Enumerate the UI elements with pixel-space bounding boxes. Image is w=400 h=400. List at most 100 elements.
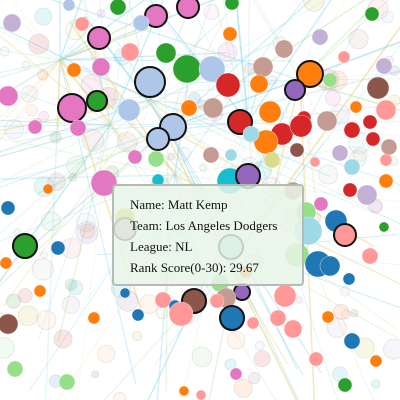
player-node — [361, 247, 379, 265]
link-line — [0, 59, 61, 119]
player-node — [90, 169, 118, 197]
faint-node — [76, 212, 96, 233]
player-node — [296, 60, 324, 88]
link-line — [15, 124, 111, 142]
player-node — [378, 221, 390, 233]
player-node — [224, 148, 238, 162]
player-node — [27, 119, 43, 135]
player-node — [66, 62, 82, 78]
player-node — [366, 76, 390, 100]
faint-node — [233, 378, 253, 398]
player-node — [119, 287, 131, 299]
link-line — [247, 0, 332, 123]
faint-node — [36, 310, 57, 331]
player-node — [311, 28, 329, 46]
link-line — [0, 49, 61, 61]
faint-node — [96, 9, 106, 18]
link-line — [0, 124, 111, 153]
faint-node — [203, 4, 220, 20]
link-line — [59, 59, 209, 196]
player-node — [246, 316, 260, 330]
player-node — [249, 74, 269, 94]
faint-node — [64, 278, 77, 291]
faint-node — [191, 346, 213, 368]
player-node — [308, 351, 324, 367]
player-node — [343, 332, 361, 350]
faint-node — [224, 358, 237, 371]
player-node — [176, 0, 200, 19]
faint-node — [67, 280, 84, 296]
faint-node — [61, 295, 80, 314]
player-node — [86, 90, 108, 112]
link-line — [128, 0, 151, 101]
link-line — [37, 124, 111, 341]
link-line — [299, 79, 322, 238]
faint-node — [0, 46, 10, 57]
faint-node — [81, 129, 105, 152]
player-node — [198, 55, 226, 83]
link-line — [299, 0, 327, 81]
faint-node — [116, 131, 138, 153]
player-node — [342, 182, 358, 198]
player-node — [131, 308, 145, 322]
link-line — [56, 59, 61, 130]
player-node — [378, 173, 394, 189]
player-node — [127, 149, 143, 165]
player-node — [379, 153, 393, 167]
player-node — [229, 367, 243, 381]
link-line — [247, 121, 374, 400]
faint-node — [66, 155, 87, 176]
link-line — [0, 137, 176, 176]
faint-node — [352, 146, 368, 162]
faint-node — [253, 350, 271, 368]
faint-node — [40, 251, 48, 259]
link-line — [0, 127, 169, 188]
player-node — [132, 14, 150, 32]
faint-node — [381, 10, 394, 24]
player-node — [322, 72, 338, 88]
player-node — [233, 283, 251, 301]
player-node — [333, 223, 357, 247]
faint-node — [38, 111, 50, 123]
link-line — [0, 120, 111, 126]
link-line — [14, 124, 111, 248]
player-node — [331, 144, 349, 162]
player-node — [74, 16, 90, 32]
faint-node — [177, 146, 192, 161]
player-node — [134, 66, 166, 98]
player-node — [219, 305, 245, 331]
link-line — [252, 0, 301, 81]
faint-node — [370, 379, 381, 389]
player-node — [0, 200, 16, 216]
player-node — [62, 0, 76, 12]
player-node — [202, 146, 220, 164]
faint-node — [40, 211, 61, 232]
faint-node — [31, 258, 54, 281]
player-node — [172, 54, 202, 84]
faint-node — [132, 330, 143, 342]
faint-node — [341, 309, 351, 320]
player-node — [224, 0, 240, 11]
player-node — [69, 119, 87, 137]
faint-node — [326, 317, 347, 338]
link-line — [0, 1, 61, 61]
faint-node — [25, 104, 38, 117]
player-node — [342, 272, 356, 286]
player-node — [180, 99, 198, 117]
faint-node — [97, 344, 116, 364]
link-line — [299, 72, 400, 81]
faint-node — [37, 69, 49, 81]
link-line — [88, 121, 249, 185]
player-node — [356, 184, 378, 206]
link-line — [109, 0, 131, 126]
link-line — [299, 0, 346, 81]
player-node — [343, 121, 361, 139]
link-line — [174, 0, 304, 176]
player-node — [252, 56, 274, 78]
player-node — [375, 99, 397, 121]
faint-node — [248, 371, 261, 385]
link-line — [299, 79, 400, 112]
link-line — [0, 35, 111, 126]
faint-node — [112, 392, 127, 400]
link-line — [167, 0, 312, 129]
